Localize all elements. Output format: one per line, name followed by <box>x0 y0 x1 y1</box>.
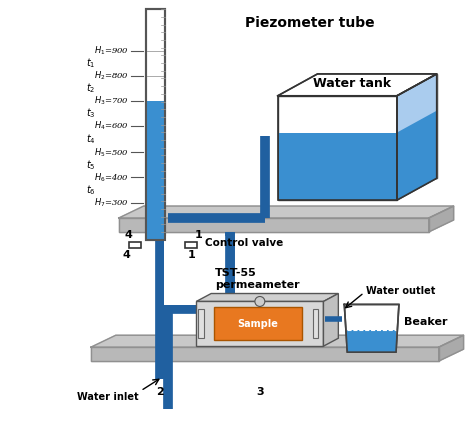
Text: 1: 1 <box>187 250 195 260</box>
Text: 1: 1 <box>194 230 202 240</box>
Text: Water outlet: Water outlet <box>366 286 436 296</box>
Text: Sample: Sample <box>237 319 278 329</box>
Polygon shape <box>397 111 437 200</box>
Bar <box>146 9 165 240</box>
Text: $H_4$=600: $H_4$=600 <box>94 119 129 132</box>
Bar <box>196 301 323 346</box>
Text: $H_5$=500: $H_5$=500 <box>94 146 129 159</box>
Bar <box>214 307 301 340</box>
Text: $t_6$: $t_6$ <box>86 183 96 197</box>
Text: $t_3$: $t_3$ <box>86 106 96 120</box>
Text: $H_7$=300: $H_7$=300 <box>94 197 129 209</box>
Text: $t_2$: $t_2$ <box>86 82 96 95</box>
Text: Piezometer tube: Piezometer tube <box>245 16 374 30</box>
Text: $H_3$=700: $H_3$=700 <box>94 95 129 107</box>
Text: $H_1$=900: $H_1$=900 <box>94 45 129 57</box>
Text: 4: 4 <box>123 250 131 260</box>
Polygon shape <box>119 206 454 218</box>
Circle shape <box>255 296 265 307</box>
Polygon shape <box>323 293 338 346</box>
Text: $t_4$: $t_4$ <box>86 132 96 146</box>
Bar <box>129 242 141 248</box>
Text: $t_5$: $t_5$ <box>86 158 96 172</box>
Text: 2: 2 <box>156 387 164 397</box>
Bar <box>198 310 204 338</box>
Polygon shape <box>278 74 437 96</box>
Bar <box>185 242 197 248</box>
Polygon shape <box>119 218 429 232</box>
Bar <box>147 101 164 240</box>
Text: Water inlet: Water inlet <box>77 392 138 402</box>
Text: 3: 3 <box>256 387 264 397</box>
Text: Control valve: Control valve <box>205 238 283 248</box>
Polygon shape <box>318 74 437 178</box>
Text: $H_6$=400: $H_6$=400 <box>94 171 129 184</box>
Polygon shape <box>429 206 454 232</box>
Text: $t_1$: $t_1$ <box>86 57 96 70</box>
Bar <box>279 133 396 200</box>
Text: Beaker: Beaker <box>404 317 447 327</box>
Text: Water tank: Water tank <box>313 77 392 90</box>
Bar <box>278 96 397 200</box>
Polygon shape <box>439 335 464 361</box>
Polygon shape <box>196 293 338 301</box>
Polygon shape <box>91 347 439 361</box>
Polygon shape <box>91 335 464 347</box>
Text: 4: 4 <box>125 230 133 240</box>
Bar <box>278 96 397 200</box>
Polygon shape <box>347 330 396 352</box>
Bar <box>146 9 165 240</box>
Bar <box>164 236 226 306</box>
Text: $H_2$=800: $H_2$=800 <box>94 70 129 82</box>
Text: TST-55
permeameter: TST-55 permeameter <box>215 268 300 290</box>
Polygon shape <box>397 74 437 200</box>
Polygon shape <box>344 304 399 352</box>
Bar <box>312 310 319 338</box>
